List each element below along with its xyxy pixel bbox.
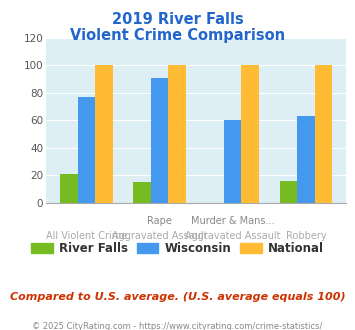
Bar [151, 78, 168, 203]
Text: Robbery: Robbery [285, 231, 326, 241]
Bar [133, 182, 151, 203]
Bar [279, 181, 297, 203]
Text: Compared to U.S. average. (U.S. average equals 100): Compared to U.S. average. (U.S. average … [10, 292, 345, 302]
Bar [168, 65, 186, 203]
Text: 2019 River Falls: 2019 River Falls [111, 12, 244, 26]
Bar [224, 120, 241, 203]
Text: All Violent Crime: All Violent Crime [46, 231, 127, 241]
Text: © 2025 CityRating.com - https://www.cityrating.com/crime-statistics/: © 2025 CityRating.com - https://www.city… [32, 322, 323, 330]
Bar [297, 116, 315, 203]
Bar [315, 65, 332, 203]
Legend: River Falls, Wisconsin, National: River Falls, Wisconsin, National [27, 237, 328, 260]
Text: Aggravated Assault: Aggravated Assault [185, 231, 280, 241]
Text: Aggravated Assault: Aggravated Assault [112, 231, 207, 241]
Bar [60, 174, 78, 203]
Bar [78, 97, 95, 203]
Bar [95, 65, 113, 203]
Bar [241, 65, 259, 203]
Text: Rape: Rape [147, 216, 172, 226]
Text: Murder & Mans...: Murder & Mans... [191, 216, 274, 226]
Text: Violent Crime Comparison: Violent Crime Comparison [70, 28, 285, 43]
